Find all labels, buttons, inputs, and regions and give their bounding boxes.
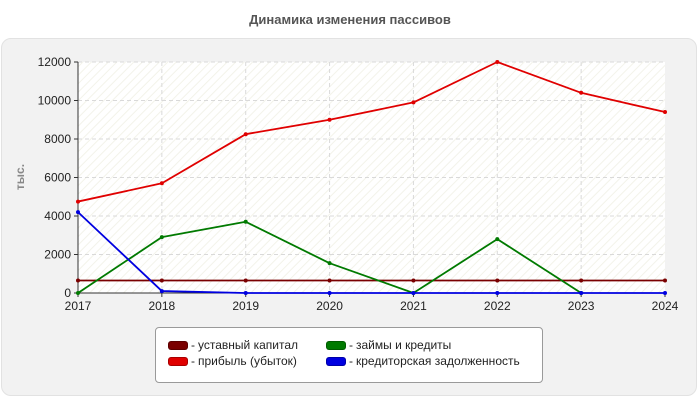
y-tick-label: 2000 xyxy=(44,248,71,262)
data-point-series-1 xyxy=(579,90,584,95)
data-point-series-1 xyxy=(495,60,500,64)
legend-swatch-loans xyxy=(326,340,346,350)
x-tick-label: 2020 xyxy=(316,299,343,313)
legend-label-loans: займы и кредиты xyxy=(356,338,452,352)
x-tick-label: 2024 xyxy=(652,299,679,313)
data-point-series-2 xyxy=(495,237,500,242)
y-tick-label: 0 xyxy=(64,286,71,300)
legend-swatch-charter-capital xyxy=(168,340,188,350)
chart-title: Динамика изменения пассивов xyxy=(249,12,451,27)
series-lines xyxy=(76,60,667,295)
data-point-series-1 xyxy=(76,199,80,204)
data-point-series-1 xyxy=(327,117,332,122)
series-line-1 xyxy=(77,61,666,203)
y-tick-label: 8000 xyxy=(44,132,71,146)
y-tick-label: 4000 xyxy=(44,209,71,223)
x-tick-label: 2022 xyxy=(484,299,511,313)
data-point-series-3 xyxy=(663,291,667,295)
x-tick-label: 2023 xyxy=(568,299,595,313)
x-tick-label: 2021 xyxy=(400,299,427,313)
data-point-series-3 xyxy=(411,291,416,295)
data-point-series-0 xyxy=(76,278,80,283)
data-point-series-3 xyxy=(579,291,584,295)
legend-item-profit: - прибыль (убыток) xyxy=(168,353,297,369)
y-tick-label: 12000 xyxy=(38,55,72,69)
plot-area xyxy=(78,62,665,293)
y-tick-label: 10000 xyxy=(38,94,72,108)
legend: - уставный капитал - прибыль (убыток) - … xyxy=(155,327,543,383)
data-point-series-2 xyxy=(76,291,80,295)
data-point-series-3 xyxy=(76,210,80,215)
data-point-series-3 xyxy=(243,291,248,295)
data-point-series-0 xyxy=(495,278,500,283)
data-point-series-2 xyxy=(243,219,248,224)
legend-label-payables: кредиторская задолженность xyxy=(356,354,520,368)
legend-swatch-payables xyxy=(326,356,346,366)
data-point-series-0 xyxy=(663,278,667,283)
data-point-series-0 xyxy=(579,278,584,283)
legend-item-loans: - займы и кредиты xyxy=(326,337,451,353)
data-point-series-1 xyxy=(411,100,416,105)
data-point-series-3 xyxy=(327,291,332,295)
x-tick-label: 2019 xyxy=(232,299,259,313)
data-point-series-1 xyxy=(159,181,164,186)
data-point-series-2 xyxy=(159,235,164,240)
legend-item-payables: - кредиторская задолженность xyxy=(326,353,520,369)
data-point-series-3 xyxy=(495,291,500,295)
data-point-series-0 xyxy=(243,278,248,283)
grid-lines xyxy=(78,61,665,293)
data-point-series-2 xyxy=(327,261,332,266)
data-point-series-1 xyxy=(663,110,667,115)
legend-swatch-profit xyxy=(168,356,188,366)
data-point-series-3 xyxy=(159,289,164,294)
y-tick-label: 6000 xyxy=(44,171,71,185)
series-line-3 xyxy=(77,211,665,294)
data-point-series-1 xyxy=(243,132,248,137)
x-tick-label: 2017 xyxy=(65,299,92,313)
y-axis-label: тыс. xyxy=(13,164,27,190)
legend-item-charter-capital: - уставный капитал xyxy=(168,337,298,353)
legend-label-profit: прибыль (убыток) xyxy=(198,354,297,368)
data-point-series-0 xyxy=(411,278,416,283)
data-point-series-0 xyxy=(327,278,332,283)
legend-label-charter-capital: уставный капитал xyxy=(198,338,298,352)
data-point-series-0 xyxy=(159,278,164,283)
x-tick-label: 2018 xyxy=(149,299,176,313)
